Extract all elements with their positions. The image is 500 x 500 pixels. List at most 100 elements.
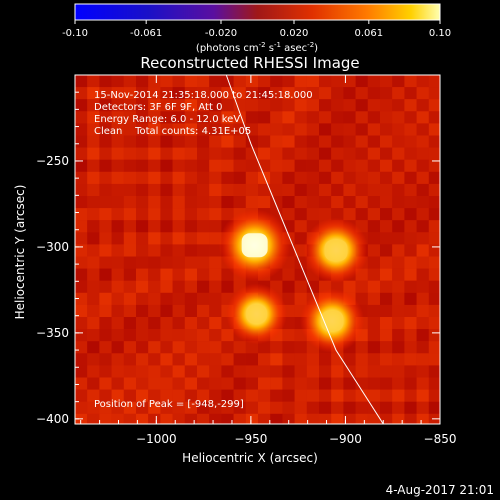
image-pixel bbox=[99, 353, 112, 366]
annotation-clean: Clean Total counts: 4.31E+05 bbox=[94, 126, 251, 137]
image-pixel bbox=[282, 75, 295, 88]
image-pixel bbox=[282, 341, 295, 354]
image-pixel bbox=[75, 159, 88, 172]
image-pixel bbox=[306, 171, 320, 184]
image-pixel bbox=[111, 220, 124, 233]
image-pixel bbox=[233, 123, 246, 136]
image-pixel bbox=[99, 401, 112, 414]
image-pixel bbox=[270, 401, 283, 414]
image-pixel bbox=[282, 159, 295, 172]
image-pixel bbox=[172, 220, 185, 233]
image-pixel bbox=[428, 220, 440, 233]
image-pixel bbox=[306, 123, 320, 136]
image-pixel bbox=[197, 292, 210, 305]
image-pixel bbox=[428, 317, 440, 330]
image-pixel bbox=[404, 329, 417, 342]
plot-frame bbox=[74, 74, 441, 425]
image-pixel bbox=[380, 147, 393, 160]
image-pixel bbox=[136, 341, 149, 354]
image-pixel bbox=[99, 413, 112, 424]
image-pixel bbox=[123, 256, 137, 269]
image-pixel bbox=[416, 377, 429, 390]
image-pixel bbox=[209, 232, 222, 245]
image-pixel bbox=[184, 292, 198, 305]
image-pixel bbox=[209, 304, 222, 318]
image-pixel bbox=[416, 401, 429, 414]
image-pixel bbox=[75, 256, 88, 269]
image-pixel bbox=[221, 377, 234, 390]
image-pixel bbox=[209, 135, 222, 148]
image-pixel bbox=[392, 111, 405, 124]
image-pixel bbox=[355, 353, 368, 366]
image-pixel bbox=[355, 401, 368, 414]
image-pixel bbox=[136, 413, 149, 424]
image-pixel bbox=[136, 208, 149, 221]
image-pixel bbox=[270, 389, 283, 402]
image-pixel bbox=[209, 317, 222, 330]
image-pixel bbox=[367, 159, 381, 172]
image-pixel bbox=[197, 147, 210, 160]
image-pixel bbox=[172, 75, 185, 88]
x-tick-label: −950 bbox=[234, 432, 267, 446]
image-pixel bbox=[428, 377, 440, 390]
image-pixel bbox=[294, 401, 307, 414]
image-pixel bbox=[197, 75, 210, 88]
image-pixel bbox=[306, 208, 320, 221]
image-pixel bbox=[111, 401, 124, 414]
image-pixel bbox=[428, 208, 440, 221]
image-pixel bbox=[294, 256, 307, 269]
footer-timestamp: 4-Aug-2017 21:01 bbox=[386, 483, 494, 497]
image-pixel bbox=[355, 87, 368, 100]
image-pixel bbox=[99, 377, 112, 390]
image-pixel bbox=[404, 111, 417, 124]
image-pixel bbox=[380, 365, 393, 378]
image-pixel bbox=[416, 329, 429, 342]
colorbar-tick-label: 0.10 bbox=[429, 28, 451, 39]
image-pixel bbox=[99, 268, 112, 281]
image-pixel bbox=[87, 75, 100, 88]
image-pixel bbox=[367, 208, 381, 221]
image-pixel bbox=[343, 401, 356, 414]
image-pixel bbox=[123, 244, 137, 257]
image-pixel bbox=[136, 159, 149, 172]
image-pixel bbox=[319, 75, 332, 88]
image-pixel bbox=[184, 413, 198, 424]
image-pixel bbox=[148, 280, 161, 293]
image-pixel bbox=[404, 159, 417, 172]
image-pixel bbox=[380, 244, 393, 257]
image-pixel bbox=[172, 196, 185, 209]
annotation-time: 15-Nov-2014 21:35:18.000 to 21:45:18.000 bbox=[94, 90, 313, 101]
image-pixel bbox=[148, 220, 161, 233]
image-pixel bbox=[75, 365, 88, 378]
image-pixel bbox=[160, 268, 173, 281]
image-pixel bbox=[136, 256, 149, 269]
x-axis: −1000 −950 −900 −850 bbox=[80, 75, 456, 446]
image-pixel bbox=[75, 317, 88, 330]
image-pixel bbox=[172, 413, 185, 424]
image-pixel bbox=[184, 304, 198, 318]
image-pixel bbox=[245, 377, 259, 390]
image-pixel bbox=[367, 75, 381, 88]
image-pixel bbox=[197, 389, 210, 402]
image-pixel bbox=[160, 123, 173, 136]
image-pixel bbox=[416, 304, 429, 318]
image-pixel bbox=[172, 389, 185, 402]
image-pixel bbox=[380, 111, 393, 124]
image-pixel bbox=[233, 196, 246, 209]
image-pixel bbox=[294, 292, 307, 305]
image-pixel bbox=[343, 353, 356, 366]
colorbar-tick-label: -0.061 bbox=[130, 28, 162, 39]
image-pixel bbox=[148, 413, 161, 424]
image-pixel bbox=[233, 147, 246, 160]
image-pixel bbox=[282, 87, 295, 100]
image-pixel bbox=[172, 171, 185, 184]
image-pixel bbox=[392, 87, 405, 100]
image-pixel bbox=[197, 280, 210, 293]
image-pixel bbox=[331, 99, 344, 112]
image-pixel bbox=[184, 244, 198, 257]
image-pixel bbox=[404, 123, 417, 136]
colorbar-tick-label: 0.061 bbox=[355, 28, 384, 39]
image-pixel bbox=[392, 232, 405, 245]
image-pixel bbox=[428, 268, 440, 281]
image-pixel bbox=[148, 244, 161, 257]
